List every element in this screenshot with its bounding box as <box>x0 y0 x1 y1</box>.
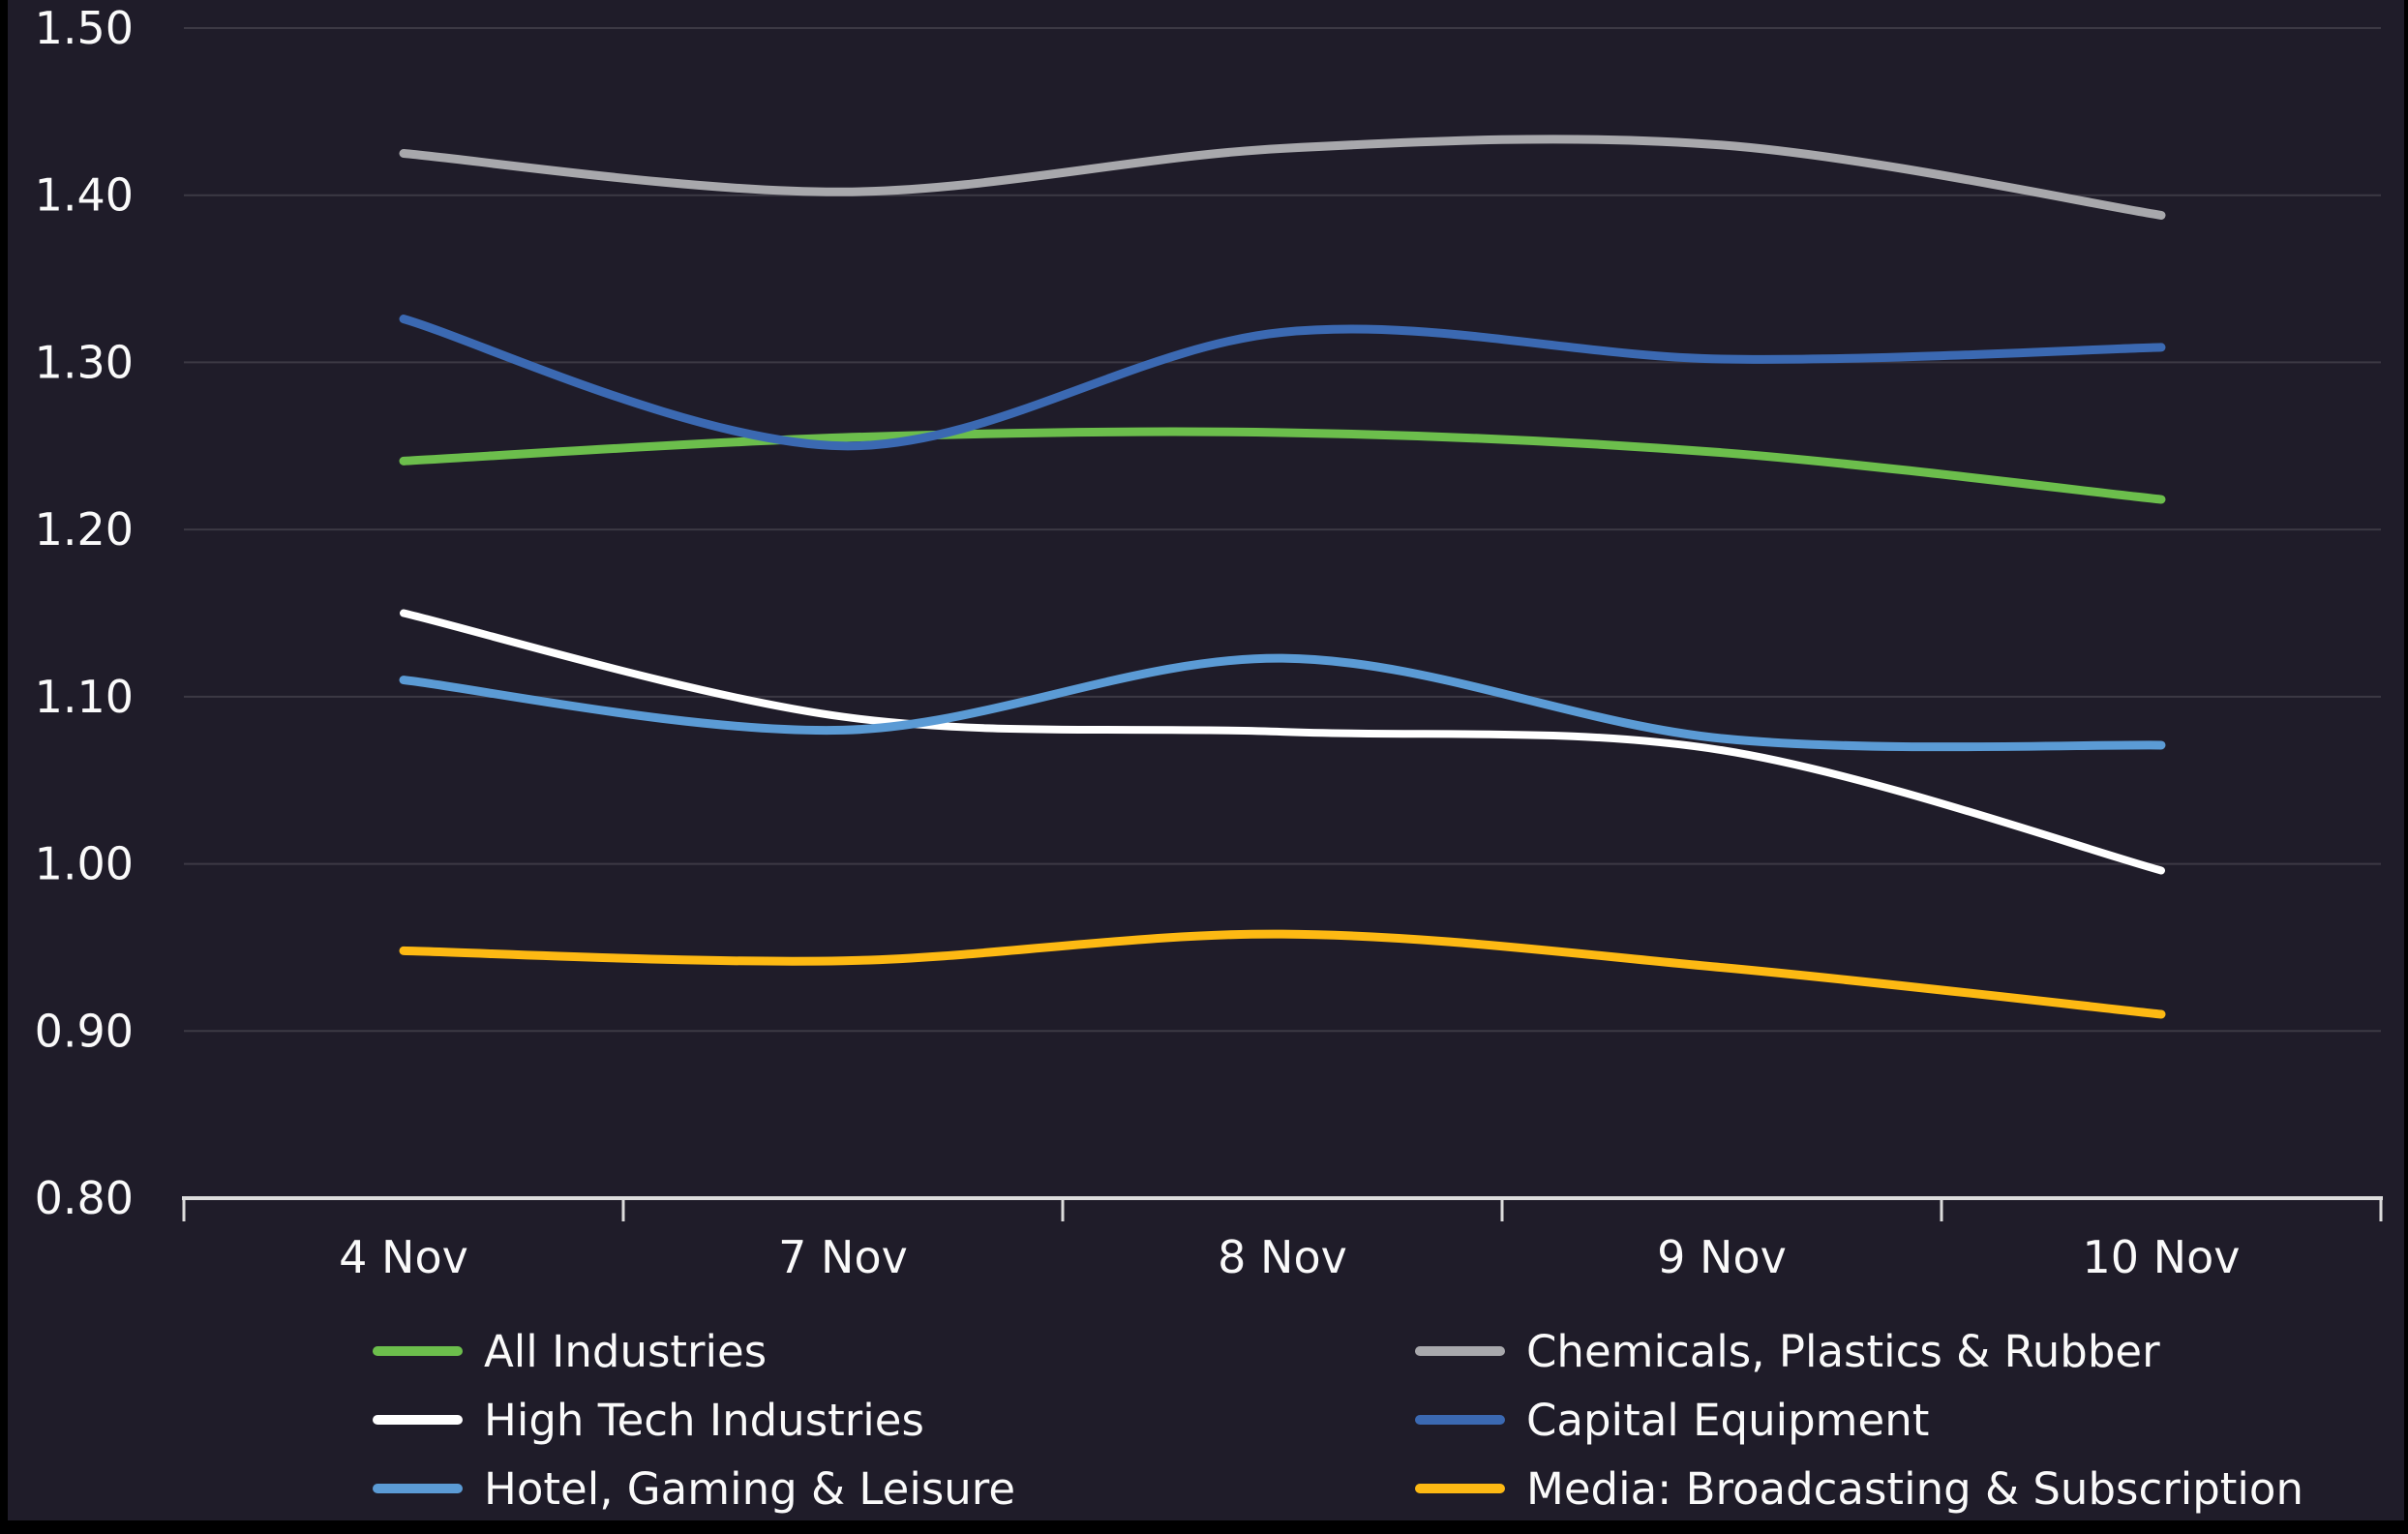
series-line-all-industries <box>399 427 2166 504</box>
legend-item: Chemicals, Plastics & Rubber <box>1415 1326 2160 1377</box>
legend-swatch <box>373 1484 463 1493</box>
legend-item: Capital Equipment <box>1415 1395 1929 1446</box>
legend-swatch <box>373 1346 463 1356</box>
legend-label: Media: Broadcasting & Subscription <box>1526 1463 2303 1515</box>
legend-label: Capital Equipment <box>1526 1395 1929 1446</box>
x-axis-tick-label: 7 Nov <box>778 1231 908 1283</box>
legend-swatch <box>1415 1346 1505 1356</box>
x-axis-tick-label: 9 Nov <box>1657 1231 1787 1283</box>
series-line-chemicals-plastics-rubber <box>399 135 2166 220</box>
legend-item: High Tech Industries <box>373 1395 924 1446</box>
line-chart: 1.50 1.40 1.30 1.20 1.10 1.00 0.90 0.80 4 Nov 7 N… <box>35 2 2383 1515</box>
y-axis-tick-label: 0.90 <box>35 1005 134 1057</box>
series-line-capital-equipment <box>399 315 2166 451</box>
legend-label: High Tech Industries <box>484 1395 924 1446</box>
legend-item: Hotel, Gaming & Leisure <box>373 1463 1015 1515</box>
y-axis-tick-label: 1.00 <box>35 838 134 890</box>
legend-swatch <box>1415 1415 1505 1425</box>
y-axis-tick-label: 1.50 <box>35 2 134 54</box>
chart-panel: 1.50 1.40 1.30 1.20 1.10 1.00 0.90 0.80 4 Nov 7 N… <box>8 0 2404 1520</box>
legend-swatch <box>373 1415 463 1425</box>
y-axis-tick-label: 1.30 <box>35 336 134 388</box>
legend-label: All Industries <box>484 1326 767 1377</box>
y-axis-tick-label: 0.80 <box>35 1172 134 1224</box>
legend-swatch <box>1415 1484 1505 1493</box>
legend-label: Chemicals, Plastics & Rubber <box>1526 1326 2160 1377</box>
x-axis-tick-label: 8 Nov <box>1218 1231 1347 1283</box>
series-line-hotel-gaming-leisure <box>399 653 2166 752</box>
legend-label: Hotel, Gaming & Leisure <box>484 1463 1015 1515</box>
y-axis-tick-label: 1.40 <box>35 169 134 222</box>
series-line-high-tech-industries <box>400 609 2165 875</box>
y-axis-tick-label: 1.20 <box>35 503 134 556</box>
y-axis-tick-label: 1.10 <box>35 671 134 723</box>
legend-item: Media: Broadcasting & Subscription <box>1415 1463 2303 1515</box>
x-axis-tick-label: 4 Nov <box>339 1231 468 1283</box>
legend-item: All Industries <box>373 1326 767 1377</box>
series-line-media-broadcasting-subscription <box>399 929 2166 1019</box>
x-axis-tick-label: 10 Nov <box>2083 1231 2241 1283</box>
